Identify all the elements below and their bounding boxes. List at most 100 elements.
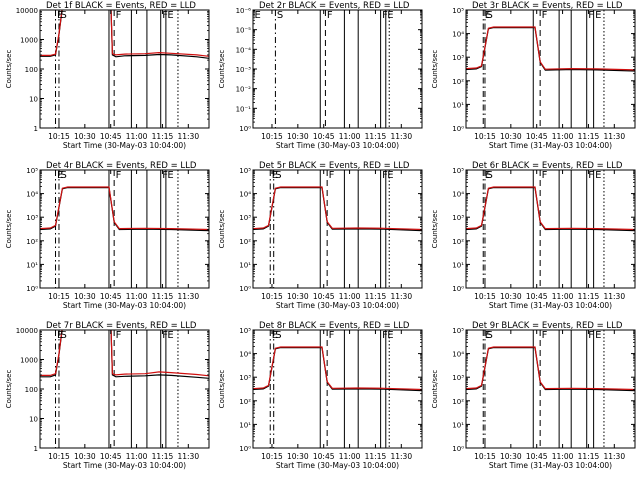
x-tick-label: 11:30 (603, 292, 625, 301)
x-tick-label: 11:00 (552, 452, 574, 461)
y-tick-label: 10¹ (26, 261, 38, 269)
event-marker-label: E (595, 170, 601, 181)
x-tick-label: 11:15 (365, 292, 387, 301)
series-line (466, 27, 635, 72)
series-line (40, 187, 209, 232)
event-marker-label: E (272, 330, 278, 341)
y-tick-label: 10² (452, 78, 464, 86)
event-marker-label: F (162, 170, 168, 181)
x-tick-label: 10:45 (100, 452, 122, 461)
x-tick-label: 10:45 (526, 132, 548, 141)
x-tick-label: 10:30 (500, 452, 522, 461)
y-tick-label: 10³ (26, 214, 38, 222)
x-tick-label: 10:30 (74, 292, 96, 301)
x-tick-label: 11:30 (177, 292, 199, 301)
x-tick-label: 10:45 (313, 292, 335, 301)
series-line (466, 346, 635, 391)
x-axis-label: Start Time (31-May-03 10:04:00) (489, 141, 612, 150)
y-tick-label: 10⁴ (452, 31, 464, 39)
y-axis-label: Counts/sec (5, 50, 13, 89)
y-tick-label: 10¹ (452, 261, 464, 269)
event-marker-label: F (327, 10, 333, 21)
y-tick-label: 10² (452, 238, 464, 246)
x-tick-label: 10:45 (313, 132, 335, 141)
x-tick-label: 10:30 (74, 452, 96, 461)
event-marker-label: F (162, 330, 168, 341)
event-marker-label: F (116, 10, 122, 21)
y-tick-label: 10¹ (239, 421, 251, 429)
y-tick-label: 10⁰ (452, 445, 464, 453)
event-marker-label: F (542, 10, 548, 21)
y-tick-label: 10⁻⁶ (236, 7, 252, 15)
plot-frame (252, 9, 423, 129)
x-axis-label: Start Time (30-May-03 10:04:00) (63, 301, 186, 310)
x-tick-label: 10:45 (526, 292, 548, 301)
event-marker-label: F (329, 330, 335, 341)
event-marker-label: F (542, 330, 548, 341)
x-tick-label: 11:00 (552, 292, 574, 301)
plot-title: Det 2r BLACK = Events, RED = LLD (259, 1, 410, 11)
x-tick-label: 10:30 (500, 132, 522, 141)
event-marker-label: F (162, 10, 168, 21)
y-tick-label: 10⁰ (452, 285, 464, 293)
event-marker-label: E (57, 330, 63, 341)
x-tick-label: 11:00 (126, 452, 148, 461)
y-tick-label: 10⁴ (26, 191, 38, 199)
y-axis-label: Counts/sec (431, 370, 439, 409)
x-tick-label: 10:15 (474, 292, 496, 301)
plot-area (466, 10, 635, 128)
event-marker-label: E (167, 170, 173, 181)
x-tick-label: 11:30 (390, 292, 412, 301)
y-tick-label: 10¹ (452, 101, 464, 109)
x-tick-label: 10:30 (74, 132, 96, 141)
x-tick-label: 10:45 (100, 292, 122, 301)
event-marker-label: S (277, 10, 283, 21)
x-tick-label: 11:15 (578, 132, 600, 141)
event-marker-label: E (485, 170, 491, 181)
x-tick-label: 10:30 (287, 132, 309, 141)
y-tick-label: 100 (25, 386, 38, 394)
x-tick-label: 10:15 (48, 132, 70, 141)
x-axis-label: Start Time (31-May-03 10:04:00) (489, 301, 612, 310)
event-marker-label: F (382, 330, 388, 341)
event-marker-label: S (486, 330, 492, 341)
x-tick-label: 10:15 (261, 292, 283, 301)
y-tick-label: 10⁰ (26, 285, 38, 293)
y-tick-label: 10³ (239, 374, 251, 382)
x-tick-label: 10:15 (474, 132, 496, 141)
event-marker-label: S (60, 330, 66, 341)
plot-title: Det 7r BLACK = Events, RED = LLD (46, 321, 197, 331)
event-marker-label: E (272, 170, 278, 181)
plot-frame (39, 169, 210, 289)
x-tick-label: 11:30 (177, 452, 199, 461)
y-tick-label: 1 (34, 445, 38, 453)
plot-frame (465, 169, 636, 289)
x-tick-label: 10:15 (48, 452, 70, 461)
x-tick-label: 11:30 (603, 132, 625, 141)
event-marker-label: F (116, 330, 122, 341)
event-marker-label: E (255, 10, 261, 21)
plot-frame (39, 329, 210, 449)
plot-title: Det 4r BLACK = Events, RED = LLD (46, 161, 197, 171)
x-tick-label: 11:15 (365, 132, 387, 141)
event-marker-label: F (588, 170, 594, 181)
x-tick-label: 10:30 (500, 292, 522, 301)
plot-frame (465, 329, 636, 449)
plot-title: Det 9r BLACK = Events, RED = LLD (472, 321, 623, 331)
y-tick-label: 10² (239, 398, 251, 406)
x-tick-label: 11:30 (603, 452, 625, 461)
x-tick-label: 11:00 (339, 132, 361, 141)
series-line (253, 346, 422, 391)
plot-area (466, 170, 635, 288)
x-tick-label: 10:45 (313, 452, 335, 461)
y-tick-label: 1000 (20, 37, 38, 45)
series-line (253, 187, 422, 232)
y-tick-label: 10⁴ (239, 351, 251, 359)
y-tick-label: 10² (452, 398, 464, 406)
